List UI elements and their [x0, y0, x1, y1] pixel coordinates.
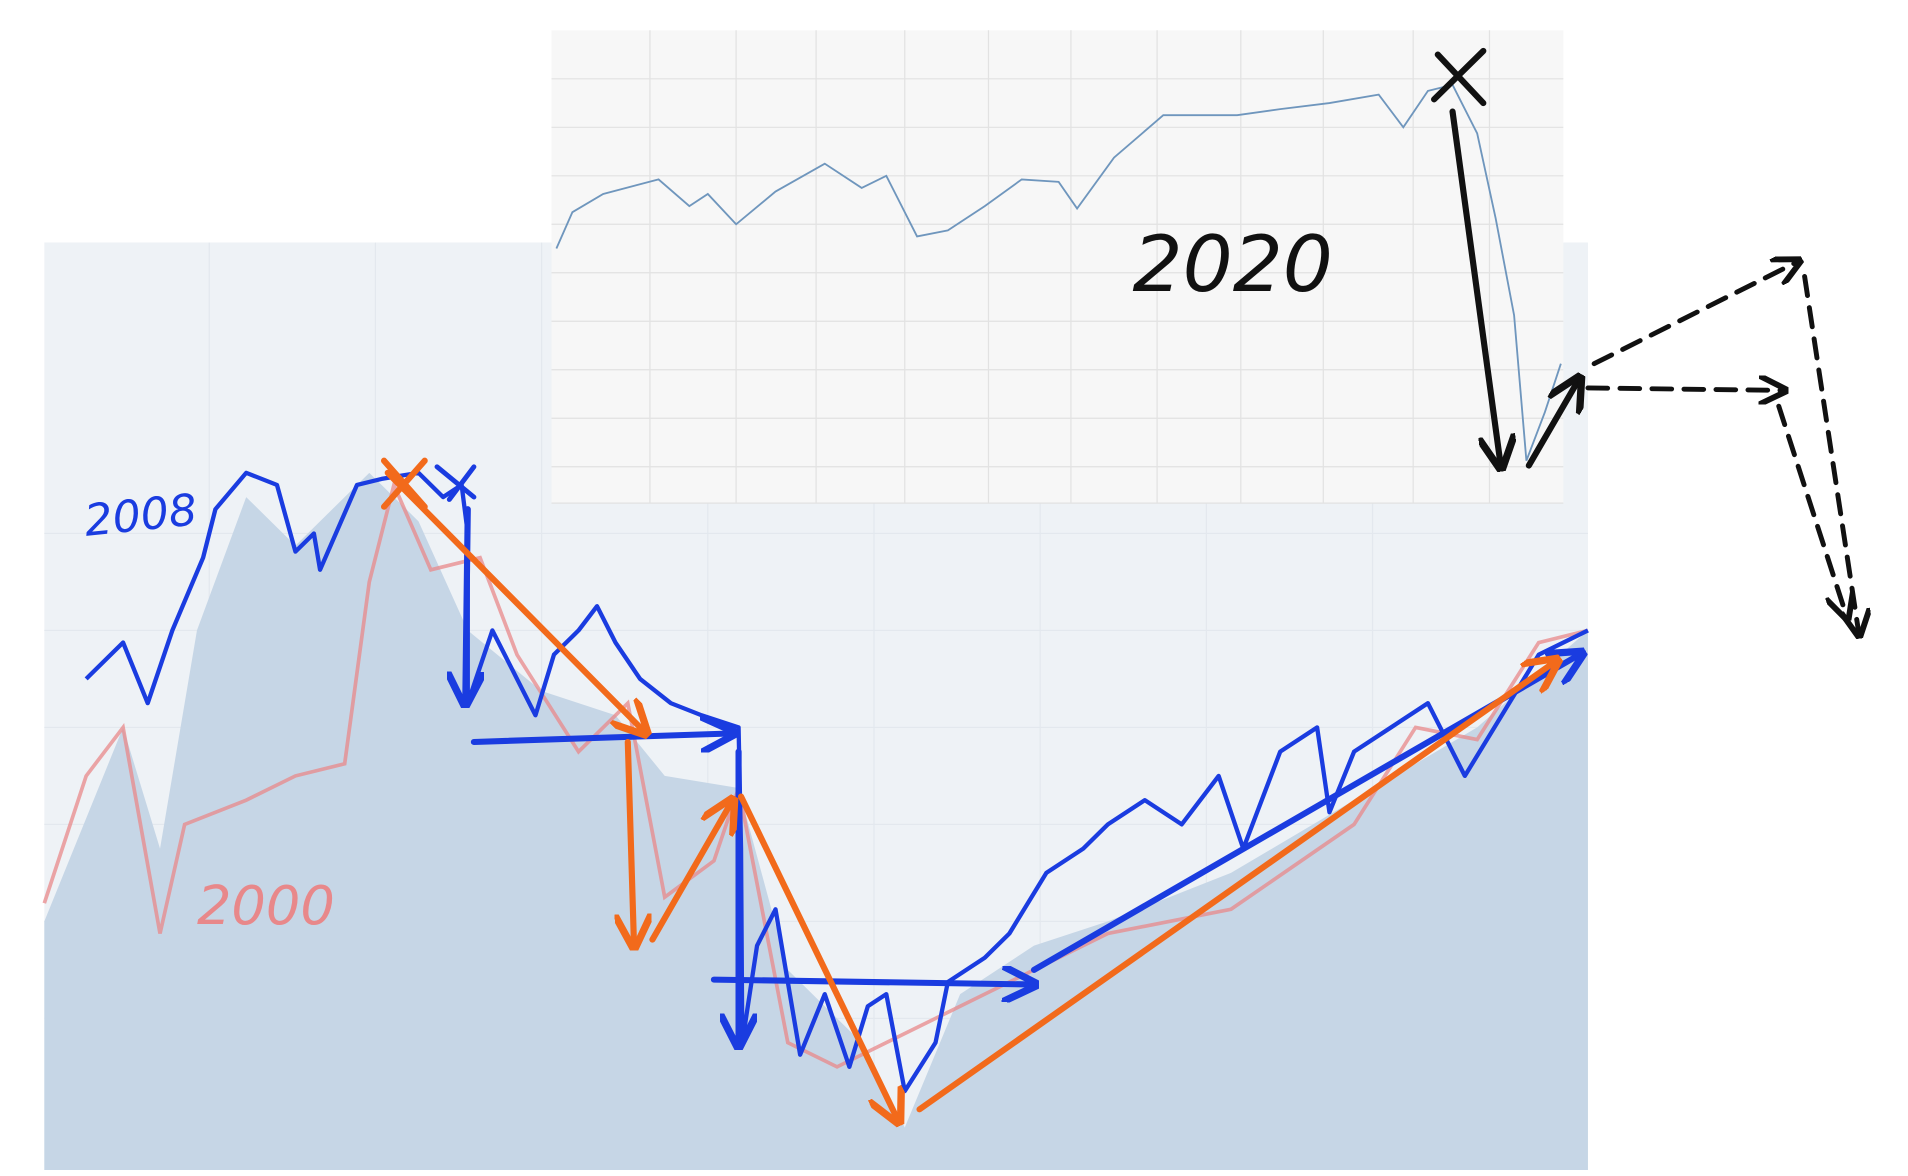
- black-x: [1431, 47, 1487, 107]
- area-2008: [44, 472, 1588, 1170]
- line-2020: [555, 83, 1562, 462]
- label-2008: 2008: [82, 485, 200, 547]
- line-2000: [42, 479, 1589, 1069]
- label-2000: 2000: [197, 874, 335, 937]
- label-2020: 2020: [1132, 220, 1332, 310]
- upper-grid: [551, 30, 1564, 504]
- dashed-arrows: [1585, 262, 1859, 633]
- upper-panel: [551, 30, 1564, 504]
- black-arrows: [1449, 108, 1579, 466]
- orange-x: [380, 457, 428, 510]
- blue-x: [434, 464, 477, 502]
- orange-arrows: [384, 469, 1555, 1119]
